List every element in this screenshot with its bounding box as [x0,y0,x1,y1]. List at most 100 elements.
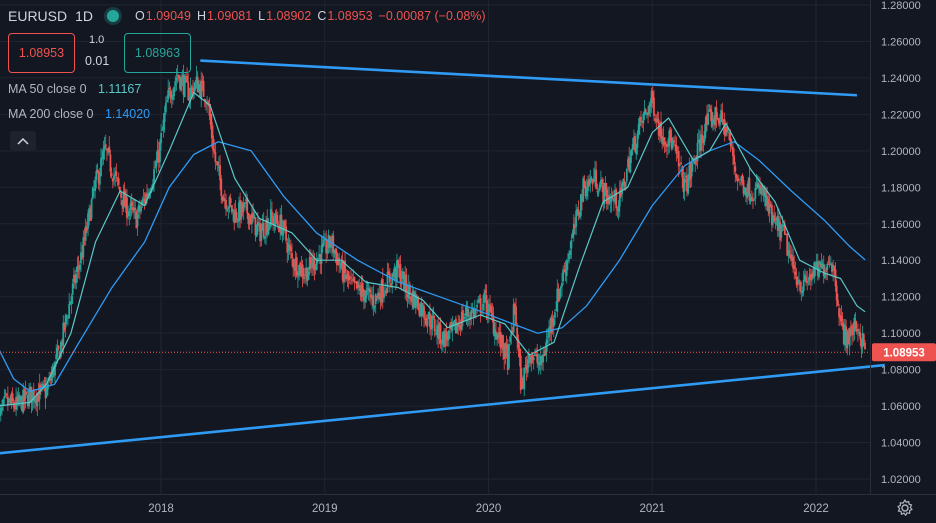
candle-body [320,245,323,264]
candle-body [122,193,125,209]
candle-body [200,81,203,100]
candle-body [542,354,545,363]
candle-body [484,290,487,293]
candle-body [301,264,304,277]
candle-body [681,166,684,178]
candle-body [284,220,286,228]
candle-body [156,150,159,163]
candle-body [498,332,501,339]
candle-body [439,324,442,344]
candle-body [2,399,5,406]
candle-body [763,192,766,198]
candle-body [265,220,267,236]
candle-body [63,322,66,330]
candle-body [603,183,606,205]
candle-body [518,348,521,358]
y-tick-label: 1.22000 [881,109,921,121]
ma200-legend[interactable]: MA 200 close 0 1.14020 [8,107,150,121]
candle-body [78,264,81,270]
candle-body [554,312,556,318]
candle-body [274,213,277,225]
candle-body [774,221,777,224]
quantity-input[interactable]: 0.01 [85,54,110,68]
candle-body [623,181,626,187]
symbol-name[interactable]: EURUSD [8,8,68,24]
candle-body [19,396,22,400]
candle-body [726,126,728,133]
candle-body [490,306,493,314]
candle-body [649,103,652,107]
candle-body [517,339,520,348]
candle-body [598,184,601,191]
candle-body [139,205,141,211]
candle-body [261,223,264,231]
collapse-legend-button[interactable] [10,131,36,151]
candle-body [664,145,667,147]
sell-button[interactable]: 1.08953 [8,33,75,73]
candle-body [802,279,805,291]
candle-body [793,265,796,270]
ma200-line[interactable] [0,141,866,393]
candle-body [674,144,677,147]
candle-body [210,122,213,139]
candle-body [126,197,128,218]
candle-body [525,365,528,371]
candle-body [123,190,126,207]
candle-body [757,184,760,189]
candle-body [429,313,431,327]
buy-button[interactable]: 1.08963 [124,33,191,73]
candle-body [724,129,727,136]
candle-body [287,244,290,251]
candle-body [857,328,859,332]
candle-body [637,124,640,135]
candle-body [392,274,395,276]
candle-body [601,179,603,184]
candle-body [418,309,421,316]
timeframe-label[interactable]: 1D [75,8,94,24]
ma50-legend[interactable]: MA 50 close 0 1.11167 [8,82,141,96]
candle-body [324,238,326,241]
settings-button[interactable] [895,498,915,518]
candle-body [840,315,843,322]
candle-body [511,331,514,333]
candle-body [3,396,6,399]
candle-body [660,121,662,139]
candle-body [91,188,94,199]
candle-body [579,194,582,216]
candle-body [248,215,251,225]
candle-body [741,174,744,182]
candle-body [492,316,495,334]
candle-body [82,237,85,257]
candle-body [83,237,86,240]
candle-body [773,215,776,222]
candle-body [861,333,864,347]
candle-body [561,283,563,287]
candle-body [842,325,845,344]
candle-body [690,162,693,177]
candle-body [120,192,122,198]
candle-body [226,209,229,212]
candle-body [116,177,119,179]
candle-body [77,265,80,268]
candle-body [847,331,850,344]
candle-body [113,175,115,180]
candle-body [838,308,840,317]
ma50-line[interactable] [0,91,866,407]
candle-body [715,107,718,119]
candle-body [260,229,263,241]
candle-body [693,161,695,163]
candle-body [779,221,782,241]
upper-trendline[interactable] [200,59,858,97]
candle-body [300,266,303,276]
candle-body [516,327,519,341]
x-tick-label: 2020 [476,503,502,515]
candle-body [160,133,163,144]
candle-body [61,341,63,346]
candle-body [624,182,627,189]
candle-body [798,279,800,284]
candle-body [93,188,95,191]
candle-body [247,212,250,224]
lower-trendline[interactable] [0,363,885,455]
